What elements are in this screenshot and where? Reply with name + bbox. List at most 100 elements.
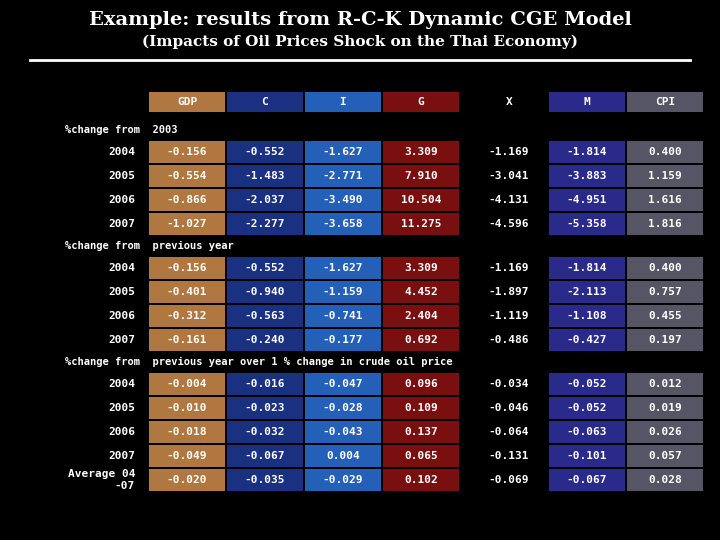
- Text: -0.552: -0.552: [245, 147, 285, 157]
- FancyBboxPatch shape: [149, 141, 225, 163]
- Text: -0.486: -0.486: [489, 335, 529, 345]
- FancyBboxPatch shape: [383, 141, 459, 163]
- FancyBboxPatch shape: [627, 141, 703, 163]
- Text: -1.108: -1.108: [567, 311, 607, 321]
- Text: 0.197: 0.197: [648, 335, 682, 345]
- FancyBboxPatch shape: [549, 141, 625, 163]
- Text: 0.137: 0.137: [404, 427, 438, 437]
- Text: %change from  previous year: %change from previous year: [65, 241, 234, 251]
- FancyBboxPatch shape: [305, 213, 381, 235]
- Text: -0.064: -0.064: [489, 427, 529, 437]
- FancyBboxPatch shape: [227, 445, 303, 467]
- FancyBboxPatch shape: [627, 329, 703, 351]
- Text: -5.358: -5.358: [567, 219, 607, 229]
- Text: -0.047: -0.047: [323, 379, 364, 389]
- Text: -2.037: -2.037: [245, 195, 285, 205]
- Text: (Impacts of Oil Prices Shock on the Thai Economy): (Impacts of Oil Prices Shock on the Thai…: [142, 35, 578, 49]
- Text: -0.004: -0.004: [167, 379, 207, 389]
- FancyBboxPatch shape: [305, 305, 381, 327]
- FancyBboxPatch shape: [149, 189, 225, 211]
- Text: -1.483: -1.483: [245, 171, 285, 181]
- FancyBboxPatch shape: [383, 213, 459, 235]
- Text: -0.034: -0.034: [489, 379, 529, 389]
- FancyBboxPatch shape: [149, 373, 225, 395]
- Text: -0.023: -0.023: [245, 403, 285, 413]
- Text: -4.596: -4.596: [489, 219, 529, 229]
- FancyBboxPatch shape: [227, 373, 303, 395]
- Text: -0.552: -0.552: [245, 263, 285, 273]
- FancyBboxPatch shape: [305, 189, 381, 211]
- Text: -1.814: -1.814: [567, 147, 607, 157]
- FancyBboxPatch shape: [227, 165, 303, 187]
- Text: 2004: 2004: [108, 147, 135, 157]
- FancyBboxPatch shape: [549, 445, 625, 467]
- FancyBboxPatch shape: [227, 421, 303, 443]
- Text: -4.951: -4.951: [567, 195, 607, 205]
- Text: -0.101: -0.101: [567, 451, 607, 461]
- Text: 0.065: 0.065: [404, 451, 438, 461]
- Text: -1.627: -1.627: [323, 147, 364, 157]
- Text: 2004: 2004: [108, 263, 135, 273]
- FancyBboxPatch shape: [305, 257, 381, 279]
- FancyBboxPatch shape: [627, 165, 703, 187]
- FancyBboxPatch shape: [227, 257, 303, 279]
- FancyBboxPatch shape: [383, 373, 459, 395]
- Text: 3.309: 3.309: [404, 263, 438, 273]
- Text: -0.069: -0.069: [489, 475, 529, 485]
- FancyBboxPatch shape: [149, 92, 225, 112]
- FancyBboxPatch shape: [549, 281, 625, 303]
- FancyBboxPatch shape: [627, 305, 703, 327]
- Text: -0.940: -0.940: [245, 287, 285, 297]
- FancyBboxPatch shape: [627, 445, 703, 467]
- Text: -1.119: -1.119: [489, 311, 529, 321]
- Text: 2006: 2006: [108, 195, 135, 205]
- Text: 3.309: 3.309: [404, 147, 438, 157]
- FancyBboxPatch shape: [305, 469, 381, 491]
- Text: 0.757: 0.757: [648, 287, 682, 297]
- FancyBboxPatch shape: [149, 445, 225, 467]
- FancyBboxPatch shape: [549, 213, 625, 235]
- FancyBboxPatch shape: [149, 421, 225, 443]
- FancyBboxPatch shape: [305, 373, 381, 395]
- Text: 7.910: 7.910: [404, 171, 438, 181]
- Text: -0.018: -0.018: [167, 427, 207, 437]
- Text: -0.866: -0.866: [167, 195, 207, 205]
- Text: -0.016: -0.016: [245, 379, 285, 389]
- Text: -1.169: -1.169: [489, 263, 529, 273]
- Text: -0.052: -0.052: [567, 403, 607, 413]
- FancyBboxPatch shape: [627, 397, 703, 419]
- Text: -0.312: -0.312: [167, 311, 207, 321]
- Text: -0.240: -0.240: [245, 335, 285, 345]
- Text: 0.057: 0.057: [648, 451, 682, 461]
- FancyBboxPatch shape: [149, 397, 225, 419]
- FancyBboxPatch shape: [227, 305, 303, 327]
- Text: 0.400: 0.400: [648, 263, 682, 273]
- FancyBboxPatch shape: [227, 213, 303, 235]
- FancyBboxPatch shape: [627, 421, 703, 443]
- Text: X: X: [505, 97, 513, 107]
- Text: M: M: [584, 97, 590, 107]
- Text: 2007: 2007: [108, 335, 135, 345]
- Text: 11.275: 11.275: [401, 219, 441, 229]
- FancyBboxPatch shape: [549, 305, 625, 327]
- FancyBboxPatch shape: [549, 397, 625, 419]
- Text: 2006: 2006: [108, 427, 135, 437]
- Text: I: I: [340, 97, 346, 107]
- FancyBboxPatch shape: [149, 329, 225, 351]
- Text: GDP: GDP: [177, 97, 197, 107]
- Text: %change from  previous year over 1 % change in crude oil price: %change from previous year over 1 % chan…: [65, 357, 452, 367]
- FancyBboxPatch shape: [227, 281, 303, 303]
- Text: -3.041: -3.041: [489, 171, 529, 181]
- FancyBboxPatch shape: [627, 213, 703, 235]
- Text: -0.554: -0.554: [167, 171, 207, 181]
- FancyBboxPatch shape: [383, 165, 459, 187]
- Text: -1.169: -1.169: [489, 147, 529, 157]
- Text: CPI: CPI: [655, 97, 675, 107]
- Text: 1.159: 1.159: [648, 171, 682, 181]
- Text: 0.019: 0.019: [648, 403, 682, 413]
- FancyBboxPatch shape: [383, 329, 459, 351]
- Text: 0.692: 0.692: [404, 335, 438, 345]
- FancyBboxPatch shape: [627, 469, 703, 491]
- Text: -0.020: -0.020: [167, 475, 207, 485]
- Text: -0.049: -0.049: [167, 451, 207, 461]
